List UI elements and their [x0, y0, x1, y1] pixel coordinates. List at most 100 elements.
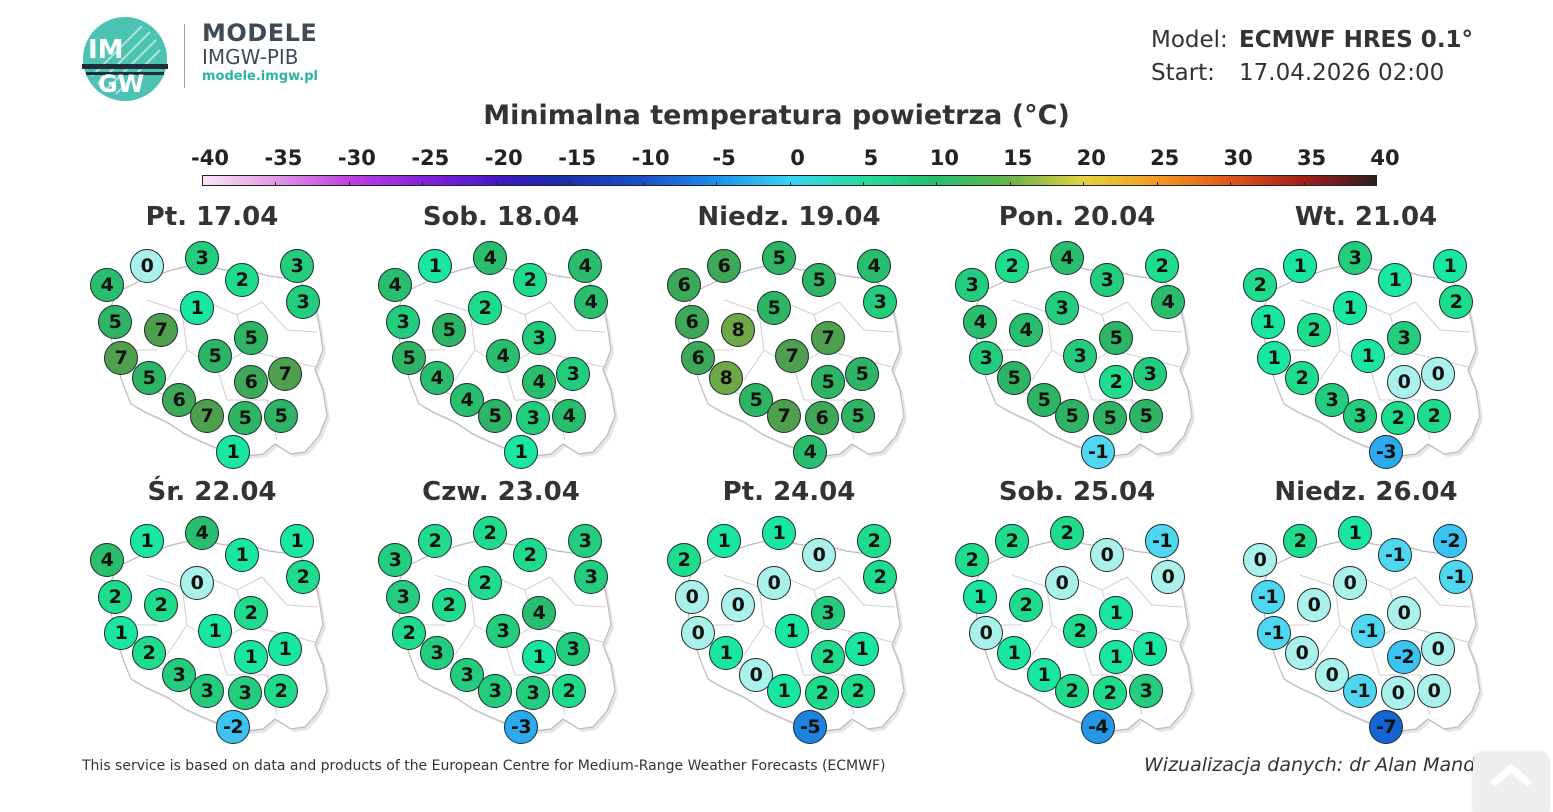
station-temperature: -3: [1369, 435, 1403, 469]
station-temperature: 1: [1378, 263, 1412, 297]
station-temperature: 2: [1297, 313, 1331, 347]
station-temperature: 3: [969, 341, 1003, 375]
station-temperature: 4: [185, 516, 219, 550]
brand-title: MODELE: [202, 19, 318, 47]
scale-tick-label: 30: [1223, 146, 1253, 170]
day-label: Niedz. 26.04: [1274, 477, 1458, 507]
station-temperature: 1: [268, 632, 302, 666]
station-temperature: 4: [857, 249, 891, 283]
brand-subtitle: IMGW-PIB: [202, 45, 299, 69]
station-temperature: 1: [997, 636, 1031, 670]
station-temperature: 7: [775, 339, 809, 373]
station-temperature: -3: [504, 710, 538, 744]
scale-tick-label: 15: [1003, 146, 1033, 170]
scale-tick: [495, 182, 497, 186]
station-temperature: 7: [268, 357, 302, 391]
station-temperature: 3: [955, 268, 989, 302]
station-temperature: 2: [1055, 674, 1089, 708]
station-temperature: 6: [675, 305, 709, 339]
scale-tick-label: -15: [558, 146, 597, 170]
station-temperature: 4: [486, 339, 520, 373]
station-temperature: 3: [486, 614, 520, 648]
station-temperature: 4: [963, 305, 997, 339]
station-temperature: 2: [857, 524, 891, 558]
region-border: [1414, 576, 1471, 608]
footer-credit: Wizualizacja danych: dr Alan Mandal: [1144, 754, 1493, 776]
poland-map: 2 1 0 -1 -2 0 -1 -1 0 0 -1 -1 -2 0 0 0 -1 0 0 -7: [1240, 515, 1485, 745]
station-temperature: 3: [162, 658, 196, 692]
station-temperature: 5: [802, 263, 836, 297]
station-temperature: 3: [386, 305, 420, 339]
station-temperature: 3: [286, 285, 320, 319]
station-temperature: 0: [1421, 357, 1455, 391]
station-temperature: 6: [707, 249, 741, 283]
day-label: Niedz. 19.04: [697, 202, 881, 232]
station-temperature: 2: [1063, 614, 1097, 648]
station-temperature: 0: [1387, 596, 1421, 630]
scale-tick: [1230, 182, 1232, 186]
station-temperature: 0: [130, 249, 164, 283]
station-temperature: 2: [805, 676, 839, 710]
station-temperature: 0: [1333, 566, 1367, 600]
station-temperature: 2: [98, 580, 132, 614]
station-temperature: 1: [1257, 341, 1291, 375]
logo-divider: [184, 24, 185, 88]
station-temperature: 2: [995, 524, 1029, 558]
station-temperature: 8: [709, 361, 743, 395]
station-temperature: 1: [225, 538, 259, 572]
station-temperature: 4: [1009, 313, 1043, 347]
station-temperature: 4: [90, 268, 124, 302]
station-temperature: 2: [1417, 399, 1451, 433]
station-temperature: 3: [568, 524, 602, 558]
scroll-to-top-button[interactable]: [1473, 752, 1549, 812]
station-temperature: 4: [522, 365, 556, 399]
station-temperature: 2: [841, 674, 875, 708]
poland-map: 2 4 3 3 2 3 4 4 4 5 3 3 2 3 5 5 5 5 5 -1: [952, 240, 1197, 470]
region-border: [1126, 301, 1183, 333]
station-temperature: 2: [1381, 401, 1415, 435]
poland-map: 1 1 2 0 2 0 2 0 0 3 1 0 2 1 1 0 1 2 2 -5: [664, 515, 909, 745]
station-temperature: 1: [762, 516, 796, 550]
station-temperature: 2: [1099, 365, 1133, 399]
station-temperature: 7: [811, 321, 845, 355]
scale-tick-label: 25: [1150, 146, 1180, 170]
station-temperature: 4: [574, 285, 608, 319]
station-temperature: 2: [286, 560, 320, 594]
station-temperature: 5: [98, 305, 132, 339]
station-temperature: 6: [162, 383, 196, 417]
station-temperature: 2: [1243, 268, 1277, 302]
station-temperature: 8: [721, 313, 755, 347]
station-temperature: 4: [522, 596, 556, 630]
station-temperature: 1: [234, 640, 268, 674]
station-temperature: 5: [478, 399, 512, 433]
station-temperature: 1: [709, 636, 743, 670]
station-temperature: 3: [863, 285, 897, 319]
chevron-up-icon: [1490, 763, 1532, 787]
station-temperature: 3: [386, 580, 420, 614]
station-temperature: 2: [1050, 516, 1084, 550]
station-temperature: -7: [1369, 710, 1403, 744]
day-label: Pon. 20.04: [998, 202, 1156, 232]
brand-url[interactable]: modele.imgw.pl: [202, 69, 318, 84]
station-temperature: 2: [225, 263, 259, 297]
station-temperature: 0: [1045, 566, 1079, 600]
station-temperature: 3: [1129, 674, 1163, 708]
region-border: [549, 301, 606, 333]
scale-tick-label: 35: [1296, 146, 1327, 170]
station-temperature: -1: [1343, 674, 1377, 708]
station-temperature: 4: [473, 241, 507, 275]
start-value: 17.04.2026 02:00: [1239, 60, 1445, 86]
day-label: Czw. 23.04: [422, 477, 580, 507]
station-temperature: 0: [675, 580, 709, 614]
station-temperature: 2: [132, 636, 166, 670]
station-temperature: -1: [1439, 560, 1473, 594]
station-temperature: 2: [1145, 249, 1179, 283]
scale-tick: [1083, 182, 1085, 186]
region-border: [838, 576, 895, 608]
chart-title: Minimalna temperatura powietrza (°C): [483, 100, 1070, 131]
station-temperature: 5: [1129, 399, 1163, 433]
station-temperature: 3: [1387, 321, 1421, 355]
scale-tick: [275, 182, 277, 186]
station-temperature: 5: [264, 399, 298, 433]
station-temperature: 3: [1133, 357, 1167, 391]
